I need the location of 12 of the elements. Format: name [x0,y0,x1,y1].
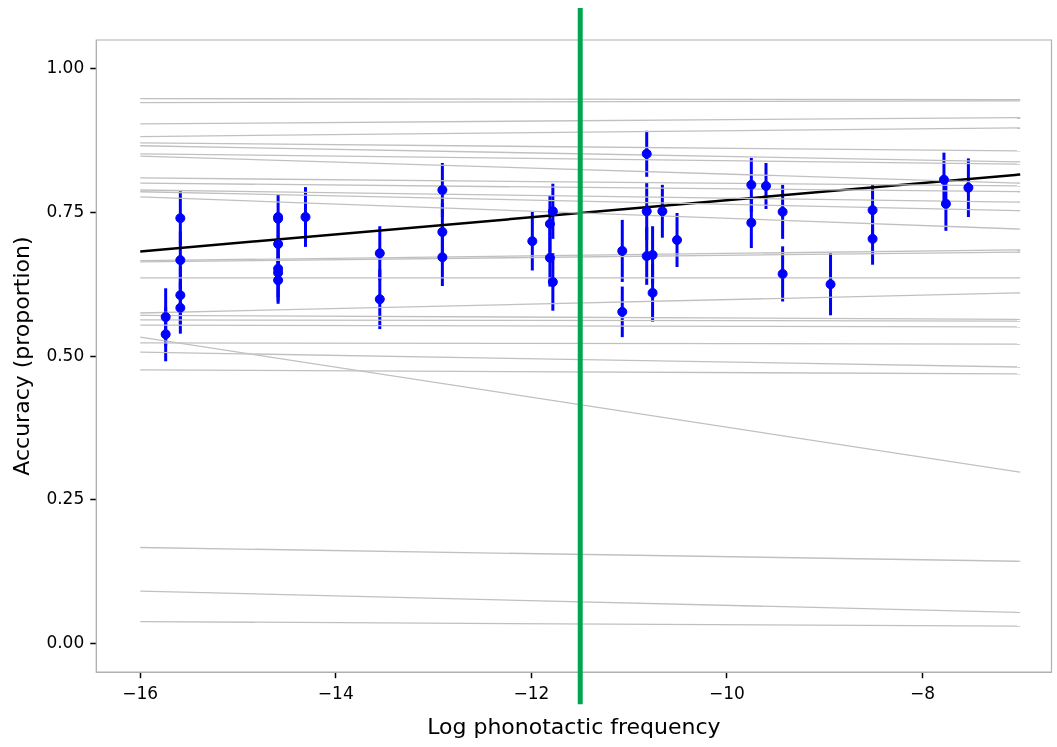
x-tick-label: −8 [909,682,935,703]
x-tick-label: −14 [317,682,354,703]
y-tick-label: 0.25 [46,488,85,509]
y-axis-title: Accuracy (proportion) [8,236,34,476]
y-tick-label: 0.50 [46,344,85,365]
x-tick-label: −16 [122,682,159,703]
x-tick-label: −10 [708,682,745,703]
y-tick-label: 0.75 [46,200,85,221]
x-axis-title: Log phonotactic frequency [427,713,721,739]
x-tick-label: −12 [513,682,550,703]
y-tick-label: 0.00 [46,631,85,652]
y-tick-label: 1.00 [46,57,85,78]
